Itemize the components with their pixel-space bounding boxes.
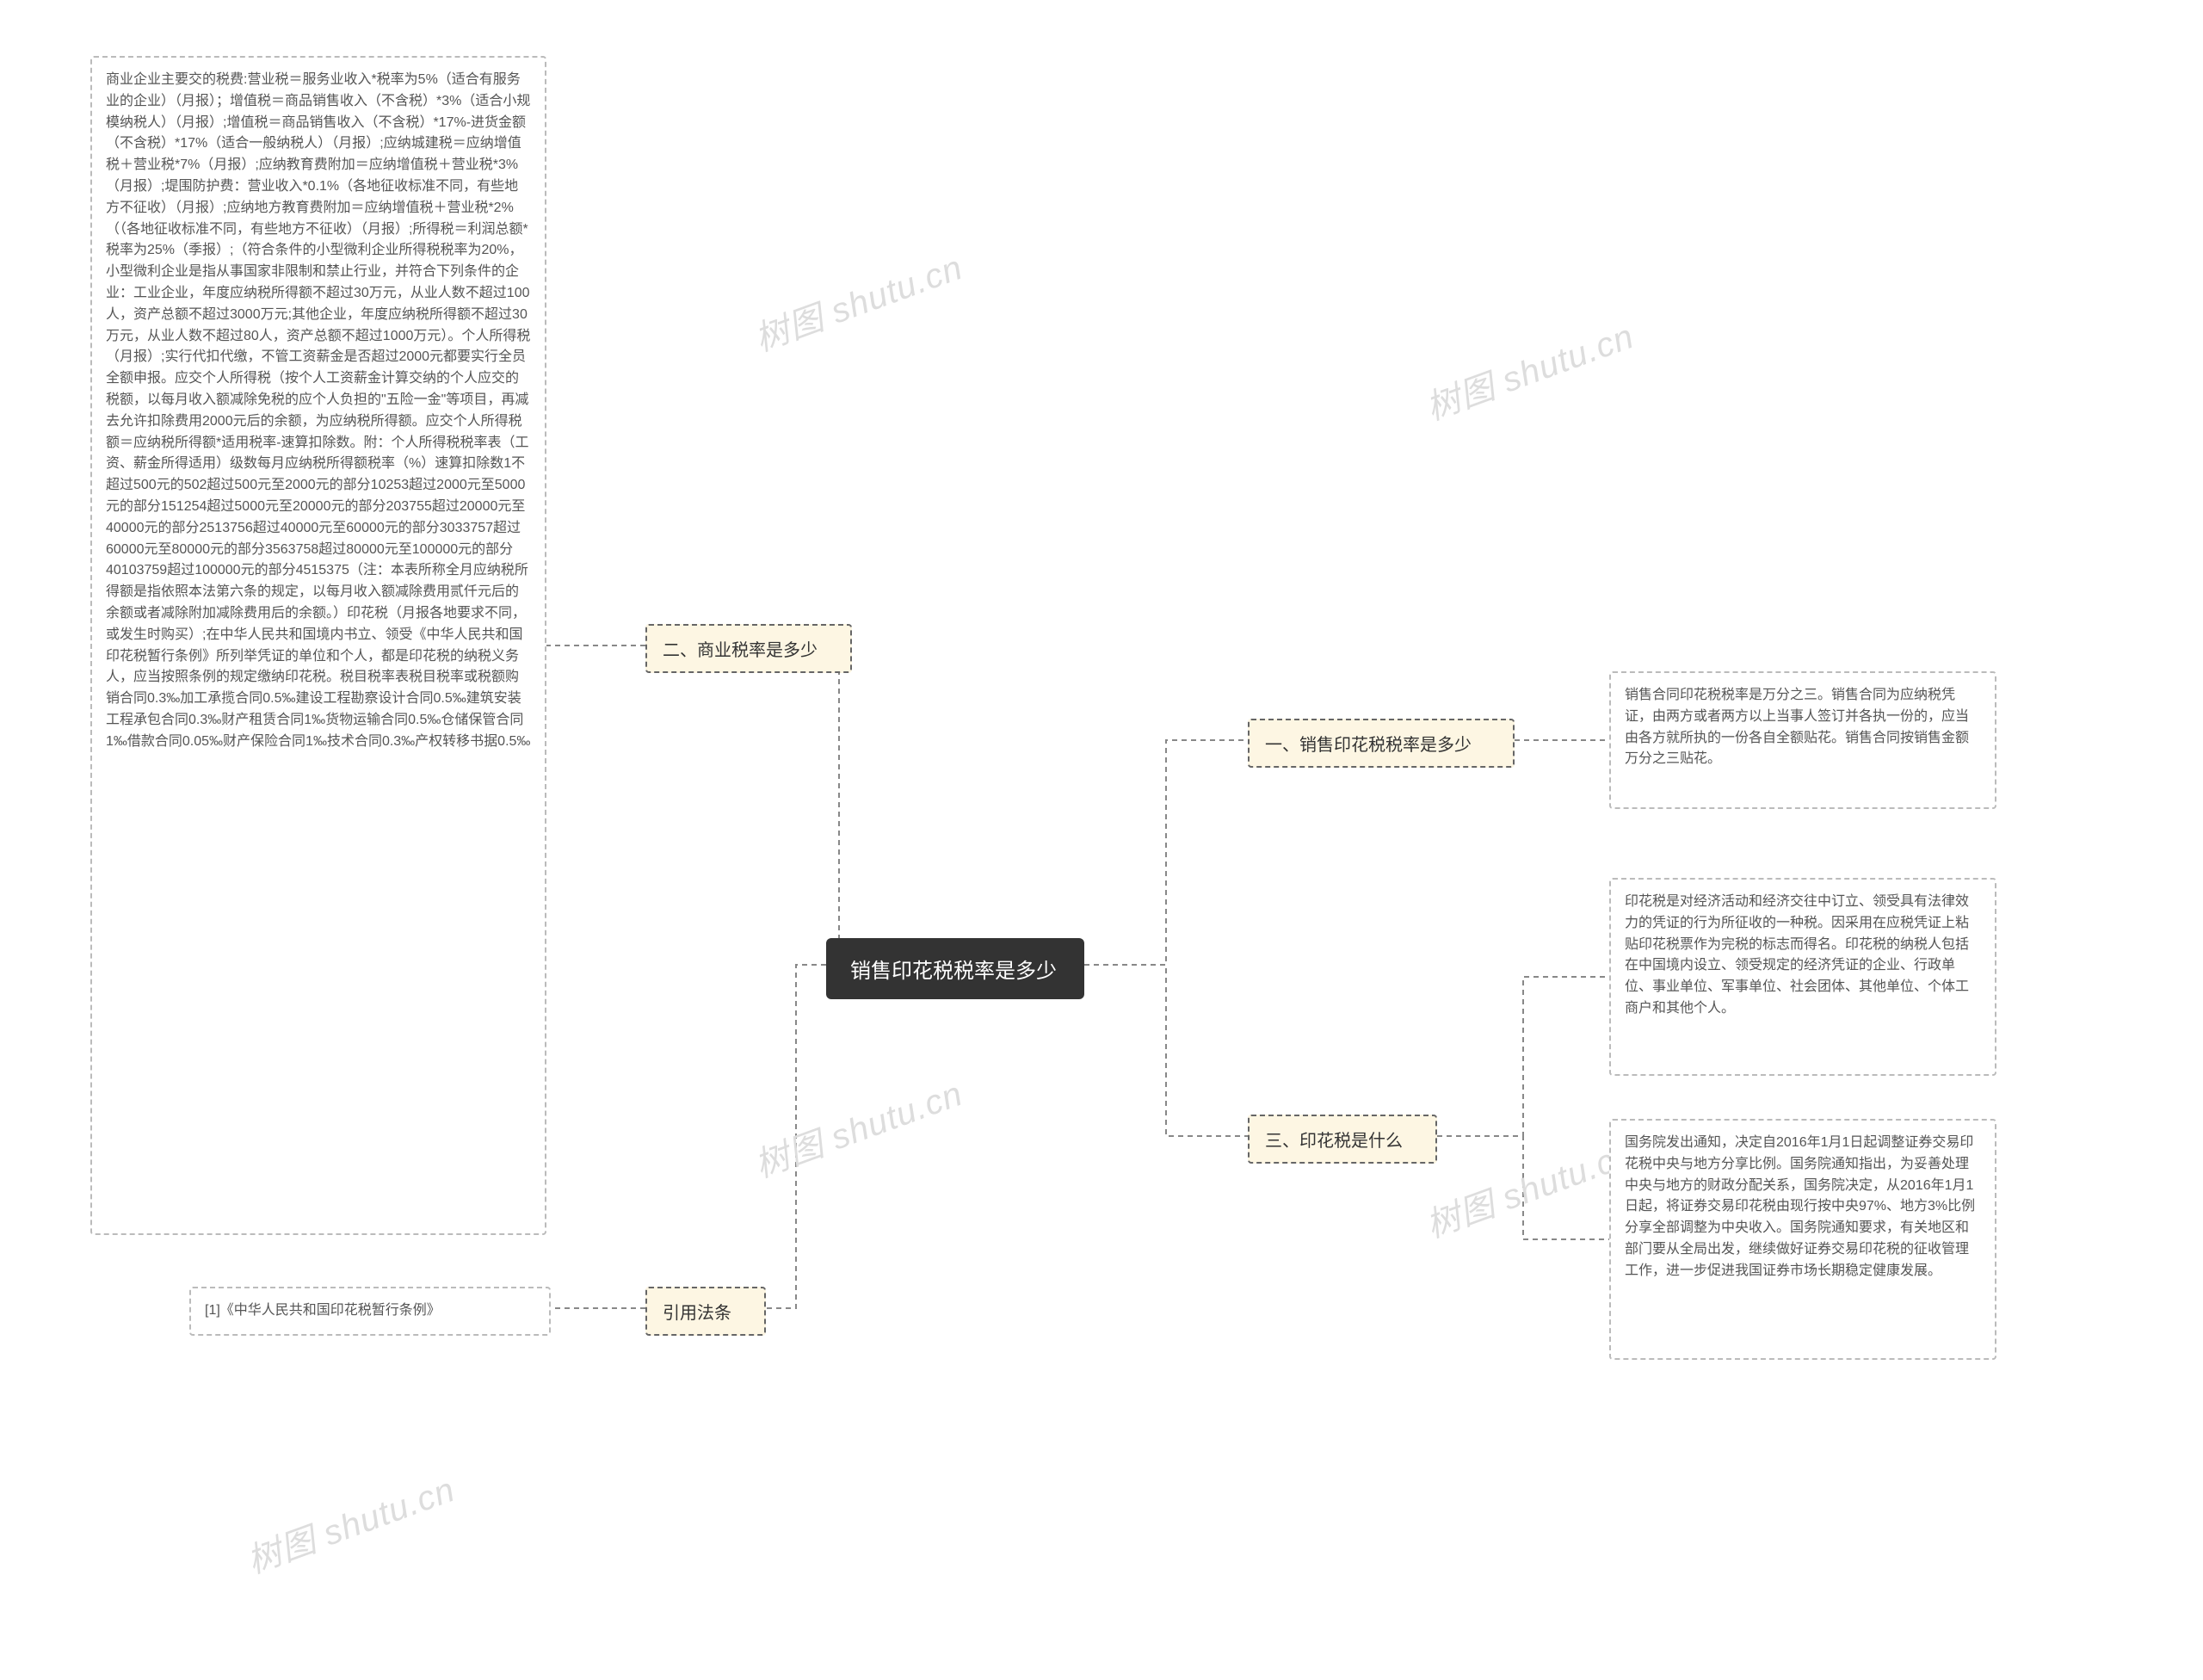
branch-label: 三、印花税是什么 <box>1265 1132 1403 1151</box>
branch-label: 二、商业税率是多少 <box>663 641 818 660</box>
branch-node: 一、销售印花税税率是多少 <box>1248 719 1515 768</box>
watermark: 树图 shutu.cn <box>747 1065 969 1187</box>
watermark: 树图 shutu.cn <box>1418 1126 1640 1247</box>
branch-label: 一、销售印花税税率是多少 <box>1265 736 1472 755</box>
center-label: 销售印花税税率是多少 <box>850 960 1057 983</box>
leaf-node: 印花税是对经济活动和经济交往中订立、领受具有法律效力的凭证的行为所征收的一种税。… <box>1609 878 1996 1076</box>
branch-node: 引用法条 <box>645 1287 766 1336</box>
leaf-node: [1]《中华人民共和国印花税暂行条例》 <box>189 1287 551 1336</box>
branch-node: 三、印花税是什么 <box>1248 1115 1437 1164</box>
leaf-node: 销售合同印花税税率是万分之三。销售合同为应纳税凭证，由两方或者两方以上当事人签订… <box>1609 671 1996 809</box>
watermark: 树图 shutu.cn <box>747 239 969 361</box>
watermark: 树图 shutu.cn <box>239 1461 461 1583</box>
branch-node: 二、商业税率是多少 <box>645 624 852 673</box>
branch-label: 引用法条 <box>663 1304 731 1323</box>
leaf-node: 国务院发出通知，决定自2016年1月1日起调整证券交易印花税中央与地方分享比例。… <box>1609 1119 1996 1360</box>
watermark: 树图 shutu.cn <box>1418 308 1640 429</box>
mindmap-center-node: 销售印花税税率是多少 <box>826 938 1084 999</box>
leaf-node: 商业企业主要交的税费:营业税＝服务业收入*税率为5%（适合有服务业的企业）（月报… <box>90 56 546 1235</box>
